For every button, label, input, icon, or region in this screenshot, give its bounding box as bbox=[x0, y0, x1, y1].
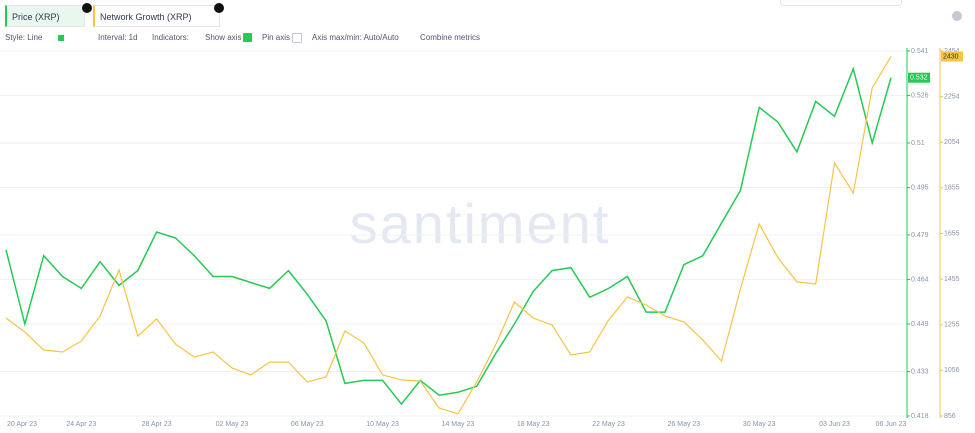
x-tick-label: 26 May 23 bbox=[668, 421, 701, 428]
y2-tick-label: 2454 bbox=[944, 48, 960, 55]
x-tick-label: 28 Apr 23 bbox=[142, 421, 172, 428]
legend-chip[interactable]: Price (XRP) bbox=[5, 5, 85, 27]
x-tick-label: 03 Jun 23 bbox=[819, 421, 850, 428]
y-tick-label: 0.495 bbox=[911, 184, 929, 191]
close-icon[interactable] bbox=[82, 3, 92, 13]
x-tick-label: 10 May 23 bbox=[366, 421, 399, 428]
series-line bbox=[5, 56, 892, 415]
watermark: santiment bbox=[350, 192, 611, 255]
legend-chip[interactable]: Network Growth (XRP) bbox=[93, 5, 220, 27]
y-tick-label: 0.51 bbox=[911, 140, 925, 147]
x-tick-label: 20 Apr 23 bbox=[7, 421, 37, 428]
toolbar-item[interactable]: Axis max/min: Auto/Auto bbox=[312, 33, 399, 42]
y-tick-label: 0.541 bbox=[911, 48, 929, 55]
x-tick-label: 24 Apr 23 bbox=[66, 421, 96, 428]
checkbox[interactable] bbox=[292, 33, 302, 43]
y2-tick-label: 1855 bbox=[944, 185, 960, 192]
y-tick-label: 0.526 bbox=[911, 92, 929, 99]
y-tick-label: 0.464 bbox=[911, 276, 929, 283]
color-swatch[interactable] bbox=[58, 35, 64, 41]
y2-tick-label: 1455 bbox=[944, 276, 960, 283]
last-value-label: 2430 bbox=[943, 53, 959, 60]
y2-tick-label: 2054 bbox=[944, 139, 960, 146]
toolbar-item[interactable]: Combine metrics bbox=[420, 33, 481, 42]
close-icon[interactable] bbox=[214, 3, 224, 13]
y2-tick-label: 2254 bbox=[944, 94, 960, 101]
x-tick-label: 18 May 23 bbox=[517, 421, 550, 428]
x-tick-label: 30 May 23 bbox=[743, 421, 776, 428]
y2-tick-label: 1255 bbox=[944, 322, 960, 329]
top-button[interactable] bbox=[780, 0, 902, 6]
y-tick-label: 0.479 bbox=[911, 232, 929, 239]
toolbar-item[interactable]: Show axis bbox=[205, 33, 242, 42]
y2-tick-label: 1655 bbox=[944, 230, 960, 237]
settings-icon[interactable] bbox=[952, 11, 962, 21]
legend-label: Network Growth (XRP) bbox=[100, 12, 192, 22]
toolbar-item[interactable]: Indicators: bbox=[152, 33, 189, 42]
x-tick-label: 06 May 23 bbox=[291, 421, 324, 428]
checkbox[interactable] bbox=[243, 33, 252, 42]
last-value-badge bbox=[941, 51, 963, 62]
x-tick-label: 22 May 23 bbox=[592, 421, 625, 428]
toolbar-item[interactable]: Pin axis bbox=[262, 33, 291, 42]
toolbar-item[interactable]: Interval: 1d bbox=[98, 33, 138, 42]
x-tick-label: 14 May 23 bbox=[442, 421, 475, 428]
legend-label: Price (XRP) bbox=[12, 12, 60, 22]
y2-tick-label: 856 bbox=[944, 413, 956, 420]
y2-tick-label: 1056 bbox=[944, 367, 960, 374]
toolbar-item[interactable]: Style: Line bbox=[5, 33, 43, 42]
y-tick-label: 0.449 bbox=[911, 321, 929, 328]
x-tick-label: 06 Jun 23 bbox=[876, 421, 907, 428]
last-value-label: 0.532 bbox=[910, 75, 928, 82]
y-tick-label: 0.418 bbox=[911, 413, 929, 420]
last-value-badge bbox=[908, 72, 930, 83]
series-line bbox=[5, 66, 892, 406]
x-tick-label: 02 May 23 bbox=[216, 421, 249, 428]
y-tick-label: 0.433 bbox=[911, 368, 929, 375]
